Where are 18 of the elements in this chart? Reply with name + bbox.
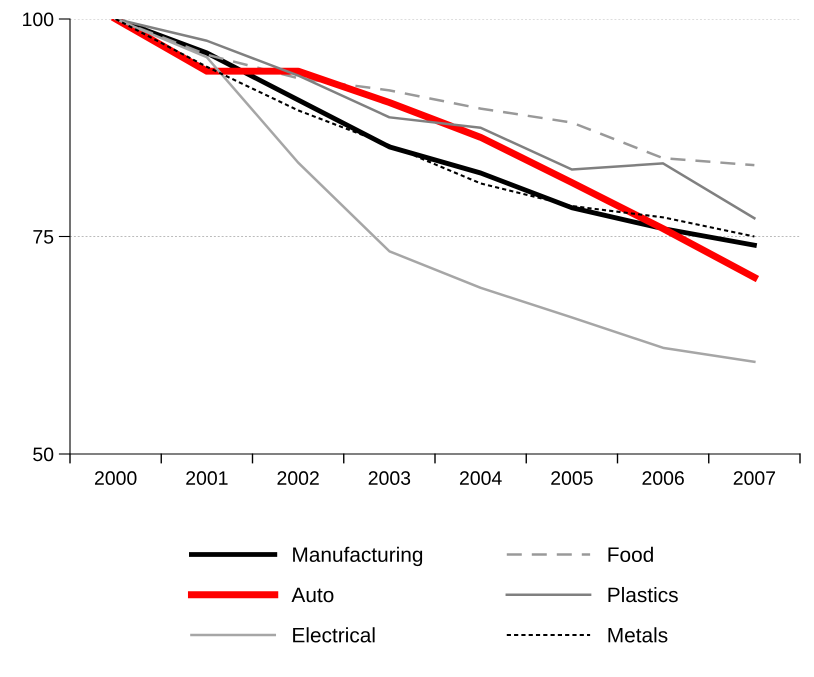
- x-tick-label: 2000: [94, 471, 136, 485]
- y-tick-label: 50: [33, 447, 54, 462]
- legend-label: Metals: [608, 627, 668, 643]
- legend-label: Plastics: [608, 586, 678, 602]
- line-series: [114, 19, 756, 364]
- legend-label: Electrical: [293, 627, 375, 643]
- legend-label: Food: [608, 546, 653, 562]
- y-tick-label: 75: [33, 230, 54, 244]
- x-tick-label: 2003: [368, 471, 410, 485]
- x-tick-label: 2001: [186, 471, 228, 485]
- x-tick-label: 2006: [642, 471, 684, 485]
- x-tick-label: 2007: [734, 471, 776, 485]
- x-tick-label: 2002: [277, 471, 319, 485]
- x-tick-label: 2005: [551, 471, 593, 485]
- x-tick-label: 2004: [460, 471, 502, 485]
- y-tick-label: 100: [23, 12, 54, 26]
- legend-label: Manufacturing: [293, 546, 422, 566]
- legend-label: Auto: [291, 588, 334, 602]
